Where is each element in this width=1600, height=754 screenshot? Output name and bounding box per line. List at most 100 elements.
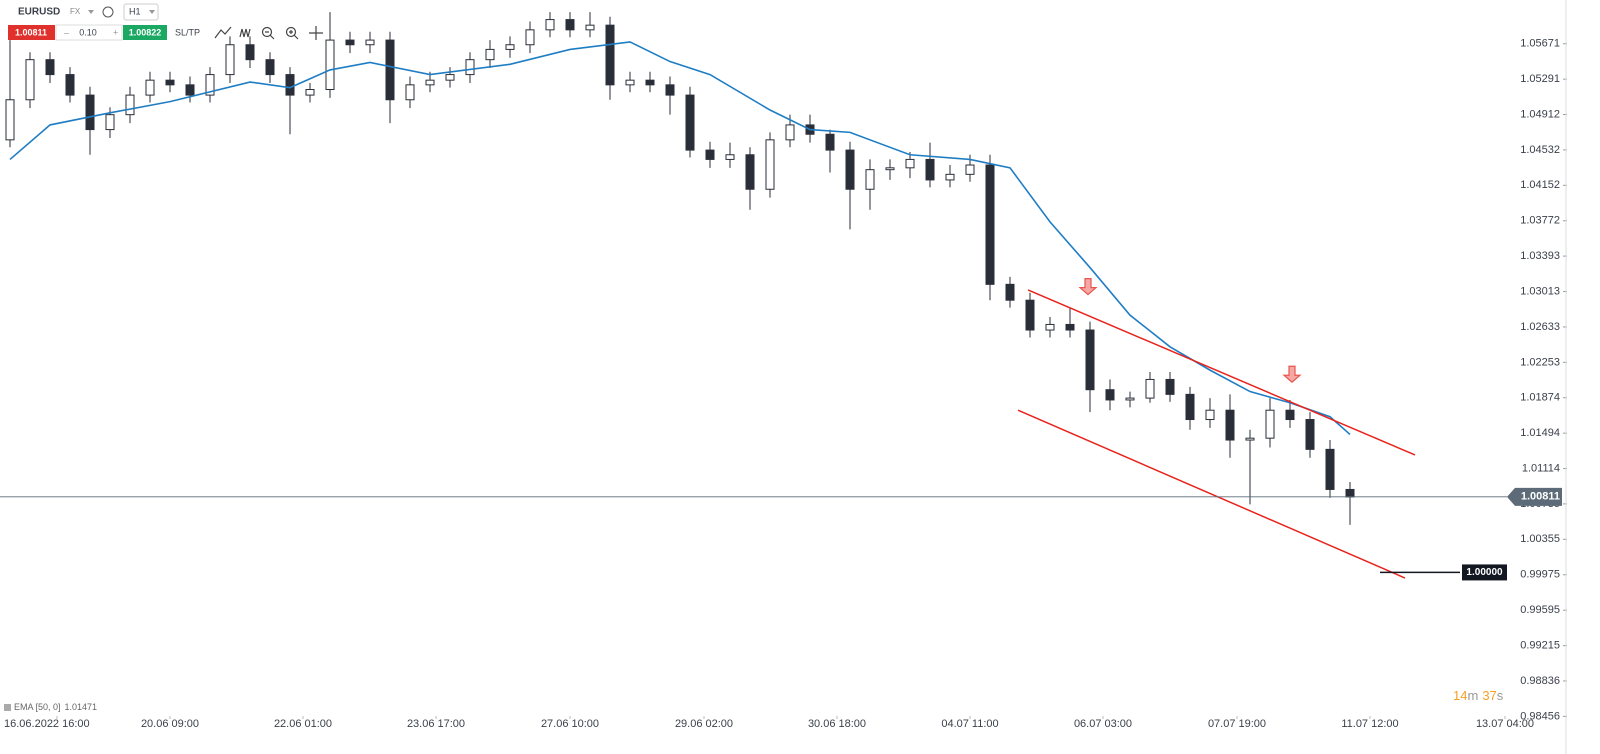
x-tick-label: 06.07 03:00 [1074,718,1132,730]
candle-body [685,94,695,151]
arrow-marker [1282,365,1302,384]
symbol[interactable]: EURUSD [18,7,60,18]
candle-body [365,39,375,46]
minus[interactable]: – [64,27,69,37]
y-tick-label: 1.04532 [1520,144,1560,156]
market: FX [70,7,81,16]
timer-minutes: 14 [1453,688,1467,703]
current-price-label: 1.00811 [1521,491,1560,503]
target-tag [1462,564,1507,581]
buy-button[interactable] [123,25,167,40]
candle-body [1145,378,1155,399]
candle-body [545,19,555,31]
candle-body [1165,378,1175,395]
candle-body [865,169,875,190]
timer-seconds: 37 [1482,688,1496,703]
candle-body [405,84,415,101]
toolbar: EURUSD FX H1 1.00811 – 0.10 + 1.00822 SL… [8,3,323,41]
info-icon[interactable] [102,6,114,18]
candle-body [925,158,935,181]
plot-area [5,12,1416,579]
x-tick-label: 30.06 18:00 [808,718,866,730]
buy-price[interactable]: 1.00822 [129,27,162,37]
timer-unit: m [1467,688,1478,703]
x-tick-label: 04.07 11:00 [941,718,998,730]
dropdown[interactable] [88,10,94,14]
candle-body [745,154,755,190]
candle-body [705,149,715,160]
trendline [1017,409,1406,579]
candle-body [505,44,515,50]
candle-body [785,124,795,141]
timer: 14m 37s [1453,688,1504,703]
y-tick-label: 0.99975 [1520,569,1560,581]
candle-body [1045,323,1055,331]
candle-body [1185,393,1195,421]
candle-body [345,39,355,46]
y-tick-label: 1.02253 [1520,356,1560,368]
candle-body [665,84,675,96]
target-label: 1.00000 [1466,567,1503,578]
indicator-name: EMA [50, 0] [14,702,61,712]
x-tick-label: 13.07 04:00 [1476,718,1534,730]
timeframe[interactable]: H1 [129,6,141,16]
x-tick-label: 16.06.2022 16:00 [4,718,90,730]
y-tick-label: 0.99595 [1520,604,1560,616]
candle-body [85,94,95,131]
candle-body [645,79,655,86]
candle-body [1325,448,1335,490]
y-tick-label: 1.04912 [1520,108,1560,120]
legend-icon [4,704,11,711]
y-tick-label: 1.03013 [1520,285,1560,297]
candle-body [465,59,475,76]
y-tick-label: 1.00355 [1520,533,1560,545]
indicator-value: 1.01471 [65,702,98,712]
candle-body [1285,409,1295,421]
candle-body [1245,437,1255,441]
candle-body [965,164,975,175]
trendline [1027,289,1416,456]
y-tick-label: 1.05291 [1520,73,1560,85]
candle-body [485,48,495,61]
candle-body [205,74,215,96]
x-tick-label: 22.06 01:00 [274,718,332,730]
sell-price[interactable]: 1.00811 [15,27,47,37]
timeframe-box[interactable] [123,3,159,21]
tools[interactable] [214,26,323,40]
x-tick-label: 11.07 12:00 [1341,718,1398,730]
y-tick-label: 1.05671 [1520,38,1560,50]
candle-body [1345,488,1355,498]
x-tick-label: 23.06 17:00 [407,718,465,730]
sell-button[interactable] [8,25,55,40]
candle-body [885,167,895,171]
y-tick-label: 1.01874 [1520,392,1560,404]
y-tick-label: 1.04152 [1520,179,1560,191]
candle-body [105,114,115,131]
candle-body [985,164,995,285]
candle-body [25,59,35,101]
candle-body [845,149,855,190]
candle-body [725,154,735,160]
volume-box[interactable] [55,24,123,41]
candle-body [525,29,535,46]
candle-body [1025,299,1035,331]
x-tick-label: 29.06 02:00 [675,718,733,730]
candle-body [825,133,835,151]
plus[interactable]: + [113,27,118,37]
candle-body [445,74,455,81]
volume[interactable]: 0.10 [79,27,97,37]
candle-body [5,99,15,141]
candle-body [45,59,55,76]
candle-body [285,74,295,96]
y-tick-label: 1.02633 [1520,321,1560,333]
candle-body [1085,329,1095,391]
candle-body [225,44,235,76]
candle-body [1265,409,1275,439]
y-tick-label: 1.03772 [1520,215,1560,227]
y-tick-label: 1.01494 [1520,427,1560,439]
candle-body [765,139,775,190]
current-price-tag [1507,487,1562,506]
sltp[interactable]: SL/TP [175,27,200,37]
candle-body [325,39,335,90]
